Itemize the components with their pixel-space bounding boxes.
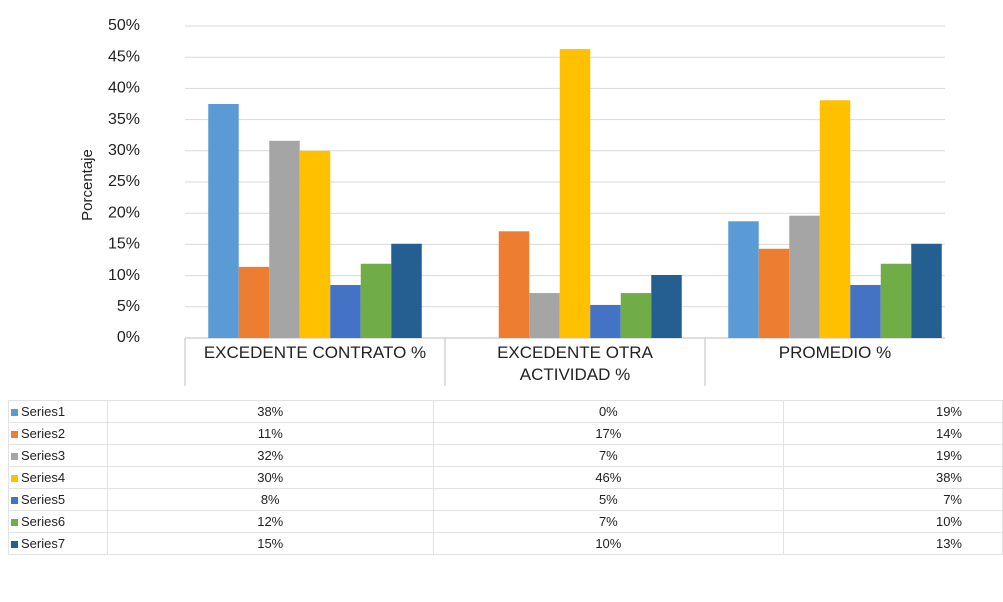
legend-cell: Series3 <box>8 444 108 467</box>
legend-swatch <box>11 519 18 526</box>
legend-label: Series1 <box>21 404 66 419</box>
data-table: Series1 38% 0% 19% Series2 11% 17% 14% Series3 32… <box>8 400 1003 555</box>
bar <box>850 284 881 338</box>
table-cell: 5% <box>432 488 785 511</box>
bar <box>498 231 530 338</box>
bar <box>728 221 759 338</box>
table-cell: 17% <box>432 422 785 445</box>
y-tick-label: 25% <box>108 173 140 190</box>
y-tick-label: 40% <box>108 80 140 97</box>
bar <box>269 140 300 338</box>
legend-cell: Series6 <box>8 510 108 533</box>
y-tick-label: 0% <box>117 329 140 346</box>
legend-cell: Series7 <box>8 532 108 555</box>
table-row: Series6 12% 7% 10% <box>8 510 1003 533</box>
table-cell: 0% <box>432 400 785 423</box>
y-axis-label: Porcentaje <box>79 149 96 221</box>
legend-cell: Series2 <box>8 422 108 445</box>
legend-swatch <box>11 541 18 548</box>
y-tick-label: 15% <box>108 236 140 253</box>
bar <box>208 104 239 338</box>
bar <box>238 266 270 338</box>
bar <box>789 215 820 338</box>
x-tick-label: PROMEDIO % <box>778 343 892 362</box>
legend-swatch <box>11 409 18 416</box>
table-cell: 13% <box>783 532 1003 555</box>
table-cell: 19% <box>783 400 1003 423</box>
table-cell: 10% <box>432 532 785 555</box>
table-row: Series2 11% 17% 14% <box>8 422 1003 445</box>
table-cell: 14% <box>783 422 1003 445</box>
y-tick-label: 5% <box>117 298 140 315</box>
table-cell: 7% <box>783 488 1003 511</box>
bar <box>911 243 942 338</box>
legend-label: Series6 <box>21 514 66 529</box>
y-tick-label: 20% <box>108 204 140 221</box>
table-row: Series3 32% 7% 19% <box>8 444 1003 467</box>
chart: Porcentaje 0% 5% 10% 15% 20% 25% 30% 35% 40% 45% 5… <box>79 17 945 386</box>
bar <box>360 263 392 338</box>
bar <box>758 248 790 338</box>
x-tick-label: EXCEDENTE CONTRATO % <box>203 343 427 362</box>
bar <box>651 274 682 338</box>
table-cell: 32% <box>106 444 434 467</box>
legend-cell: Series5 <box>8 488 108 511</box>
legend-swatch <box>11 453 18 460</box>
legend-swatch <box>11 497 18 504</box>
y-tick-label: 30% <box>108 142 140 159</box>
table-cell: 7% <box>432 444 785 467</box>
y-tick-label: 45% <box>108 48 140 65</box>
bar <box>880 263 912 338</box>
table-cell: 7% <box>432 510 785 533</box>
table-cell: 38% <box>783 466 1003 489</box>
table-cell: 38% <box>106 400 434 423</box>
legend-label: Series7 <box>21 536 66 551</box>
bar <box>299 150 331 338</box>
table-cell: 19% <box>783 444 1003 467</box>
table-row: Series7 15% 10% 13% <box>8 532 1003 555</box>
bar <box>590 304 621 338</box>
legend-label: Series4 <box>21 470 66 485</box>
legend-swatch <box>11 431 18 438</box>
x-tick-label: EXCEDENTE OTRA ACTIVIDAD % <box>497 343 653 384</box>
y-tick-label: 35% <box>108 111 140 128</box>
table-cell: 46% <box>432 466 785 489</box>
bar <box>529 293 560 338</box>
table-cell: 8% <box>106 488 434 511</box>
bar <box>620 293 652 338</box>
table-cell: 11% <box>106 422 434 445</box>
y-tick-label: 50% <box>108 17 140 34</box>
bar <box>559 49 591 338</box>
bar <box>819 100 851 338</box>
table-cell: 12% <box>106 510 434 533</box>
table-cell: 10% <box>783 510 1003 533</box>
bar <box>330 284 361 338</box>
table-cell: 30% <box>106 466 434 489</box>
bar <box>391 243 422 338</box>
legend-label: Series2 <box>21 426 66 441</box>
legend-swatch <box>11 475 18 482</box>
legend-label: Series3 <box>21 448 66 463</box>
table-row: Series5 8% 5% 7% <box>8 488 1003 511</box>
legend-cell: Series4 <box>8 466 108 489</box>
y-tick-label: 10% <box>108 267 140 284</box>
table-cell: 15% <box>106 532 434 555</box>
table-row: Series4 30% 46% 38% <box>8 466 1003 489</box>
legend-cell: Series1 <box>8 400 108 423</box>
legend-label: Series5 <box>21 492 66 507</box>
table-row: Series1 38% 0% 19% <box>8 400 1003 423</box>
